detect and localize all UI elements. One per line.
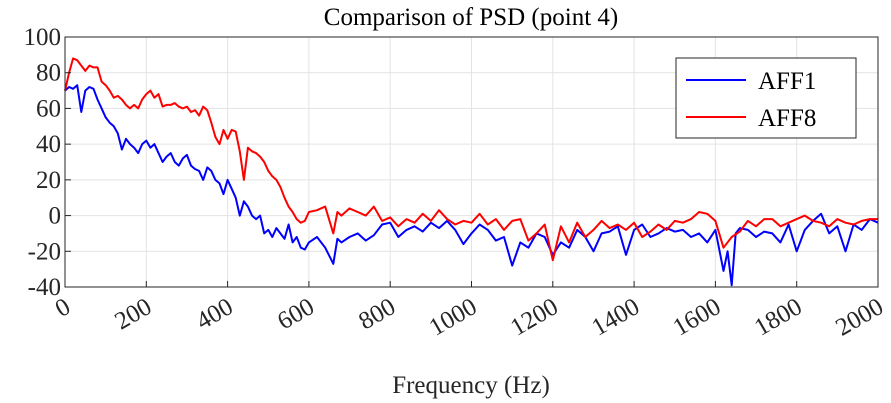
series-line-aff8 — [64, 57, 878, 262]
x-tick-label: 200 — [110, 293, 156, 335]
legend-label-aff1: AFF1 — [758, 68, 816, 95]
y-tick-label: -40 — [28, 274, 61, 301]
x-tick-label: 400 — [192, 293, 238, 335]
chart-title: Comparison of PSD (point 4) — [324, 4, 618, 31]
y-tick-label: 80 — [36, 60, 61, 87]
x-tick-label: 600 — [273, 293, 319, 335]
x-tick-label: 1600 — [669, 293, 726, 341]
y-axis-ticks: 100 80 60 40 20 0 -20 -40 — [24, 24, 71, 301]
x-tick-label: 2000 — [831, 293, 888, 341]
x-tick-label: 1200 — [506, 293, 563, 341]
x-tick-label: 0 — [51, 293, 75, 323]
x-tick-label: 800 — [354, 293, 400, 335]
legend-label-aff8: AFF8 — [758, 105, 816, 132]
legend-box — [675, 57, 857, 139]
legend: AFF1 AFF8 — [675, 57, 857, 139]
series-line-aff1 — [64, 84, 879, 287]
x-tick-label: 1400 — [587, 293, 644, 341]
y-tick-label: 20 — [36, 167, 61, 194]
x-tick-label: 1800 — [750, 293, 807, 341]
series-lines — [64, 57, 879, 287]
y-tick-label: 100 — [24, 24, 62, 51]
y-tick-label: 40 — [36, 131, 61, 158]
y-tick-label: 60 — [36, 95, 61, 122]
x-axis-label: Frequency (Hz) — [392, 372, 550, 399]
y-tick-label: 0 — [49, 203, 62, 230]
x-axis-ticks: 0 200 400 600 800 1000 1200 1400 1600 1800 2000 — [51, 281, 888, 342]
y-tick-label: -20 — [28, 238, 61, 265]
x-tick-label: 1000 — [425, 293, 482, 341]
